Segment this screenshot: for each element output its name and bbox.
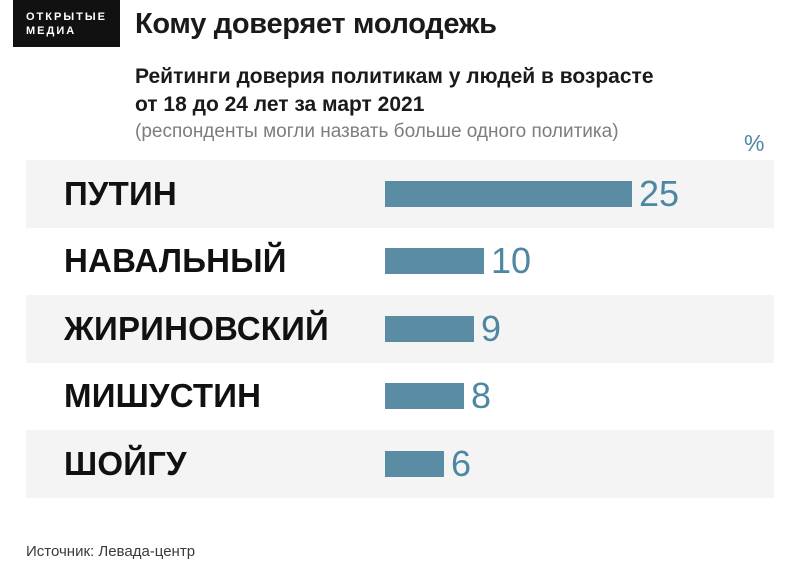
chart-row: ПУТИН 25: [26, 160, 774, 228]
bar: [385, 248, 484, 275]
value-label: 25: [639, 172, 680, 214]
bar: [385, 383, 464, 410]
bar: [385, 180, 632, 207]
chart-row: ШОЙГУ 6: [26, 430, 774, 498]
subtitle-note: (респонденты могли назвать больше одного…: [135, 121, 619, 142]
chart-row: МИШУСТИН 8: [26, 362, 774, 430]
value-label: 9: [481, 307, 502, 349]
value-label: 8: [471, 375, 492, 417]
percent-unit-label: %: [744, 130, 765, 156]
chart-subtitle: Рейтинги доверия политикам у людей в воз…: [135, 63, 654, 144]
logo-text-line2: МЕДИА: [26, 25, 77, 37]
category-label: ЖИРИНОВСКИЙ: [64, 309, 329, 347]
value-label: 10: [491, 240, 532, 282]
open-media-logo: ОТКРЫТЫЕ МЕДИА: [13, 0, 120, 47]
bar: [385, 450, 444, 477]
value-label: 6: [451, 442, 472, 484]
source-note: Источник: Левада-центр: [26, 543, 196, 560]
chart-row: ЖИРИНОВСКИЙ 9: [26, 295, 774, 363]
bar-chart: ПУТИН 25 НАВАЛЬНЫЙ 10 ЖИРИНОВСКИЙ 9 МИШУ…: [26, 160, 774, 498]
page-title: Кому доверяет молодежь: [135, 8, 497, 40]
category-label: ПУТИН: [64, 174, 177, 212]
chart-row: НАВАЛЬНЫЙ 10: [26, 227, 774, 295]
category-label: НАВАЛЬНЫЙ: [64, 242, 287, 280]
category-label: МИШУСТИН: [64, 377, 262, 415]
logo-text-line1: ОТКРЫТЫЕ: [26, 11, 107, 23]
bar: [385, 315, 474, 342]
category-label: ШОЙГУ: [64, 444, 187, 482]
subtitle-line1: Рейтинги доверия политикам у людей в воз…: [135, 65, 654, 88]
subtitle-line2: от 18 до 24 лет за март 2021: [135, 93, 425, 116]
